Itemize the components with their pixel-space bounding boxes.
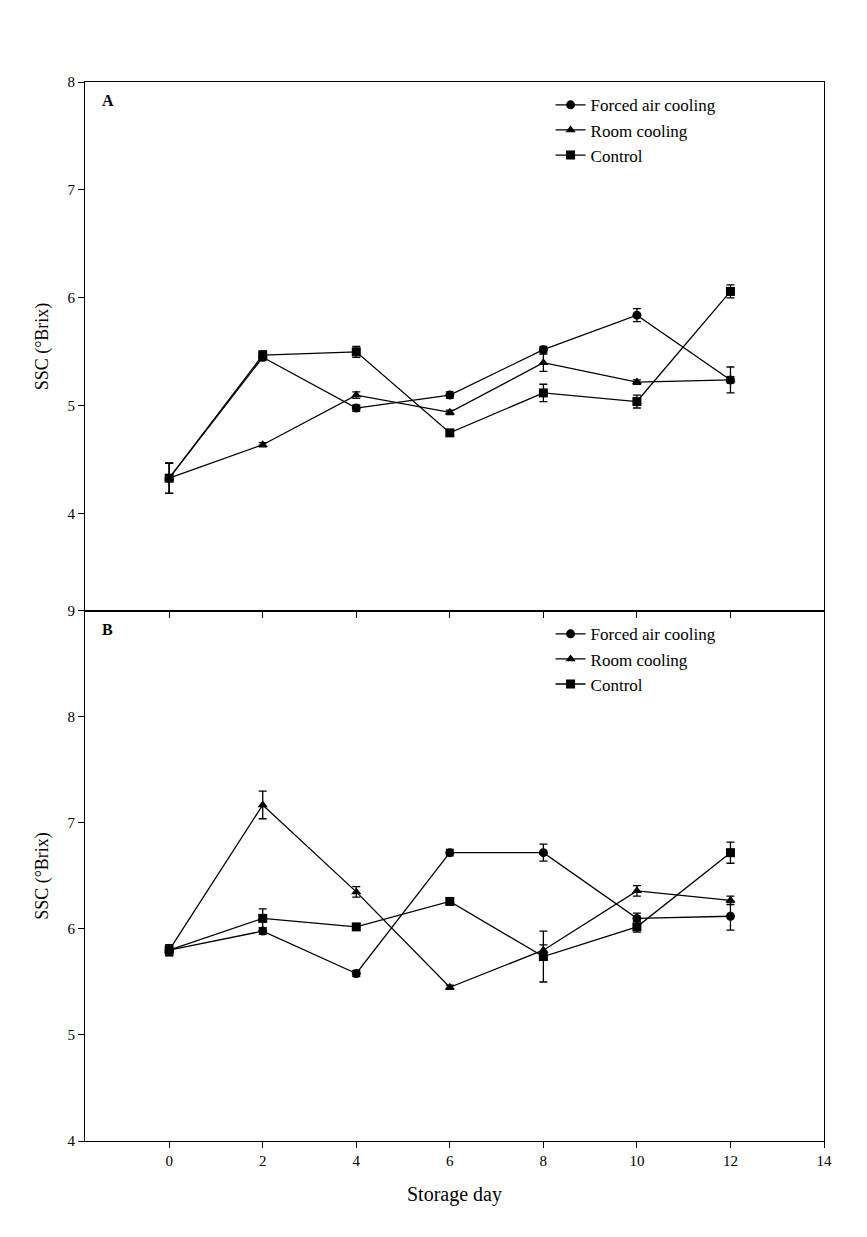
svg-text:SSC (°Brix): SSC (°Brix) — [32, 832, 53, 920]
svg-text:A: A — [102, 92, 114, 109]
svg-text:12: 12 — [723, 1153, 738, 1169]
svg-text:Forced air cooling: Forced air cooling — [591, 96, 716, 115]
svg-text:Control: Control — [591, 676, 643, 695]
svg-text:B: B — [102, 621, 113, 638]
svg-text:9: 9 — [68, 603, 76, 619]
svg-text:4: 4 — [68, 1133, 76, 1149]
svg-text:4: 4 — [68, 506, 76, 522]
svg-text:Room cooling: Room cooling — [591, 122, 688, 141]
svg-text:2: 2 — [259, 1153, 267, 1169]
svg-text:4: 4 — [353, 1153, 361, 1169]
svg-text:8: 8 — [68, 709, 76, 725]
svg-text:0: 0 — [165, 1153, 173, 1169]
svg-text:6: 6 — [68, 290, 76, 306]
svg-text:8: 8 — [68, 74, 76, 90]
svg-text:Room cooling: Room cooling — [591, 651, 688, 670]
svg-text:14: 14 — [817, 1153, 833, 1169]
svg-text:Control: Control — [591, 147, 643, 166]
svg-text:10: 10 — [629, 1153, 644, 1169]
svg-text:6: 6 — [446, 1153, 454, 1169]
svg-text:Forced air cooling: Forced air cooling — [591, 625, 716, 644]
svg-text:8: 8 — [540, 1153, 548, 1169]
svg-text:5: 5 — [68, 398, 76, 414]
svg-text:Storage day: Storage day — [407, 1183, 502, 1206]
svg-text:7: 7 — [68, 182, 76, 198]
svg-text:6: 6 — [68, 921, 76, 937]
svg-text:SSC (°Brix): SSC (°Brix) — [32, 303, 53, 391]
svg-text:5: 5 — [68, 1027, 76, 1043]
svg-text:7: 7 — [68, 815, 76, 831]
